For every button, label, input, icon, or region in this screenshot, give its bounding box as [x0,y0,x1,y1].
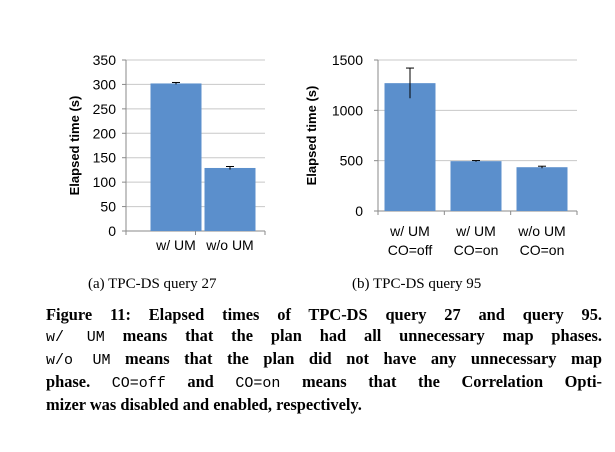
caption-code: w/o UM [46,352,111,369]
x-category-label: w/o UM [205,237,253,253]
y-axis-title: Elapsed time (s) [67,96,82,196]
figure-caption: Figure 11: Elapsed times of TPC-DS query… [46,304,602,415]
caption-code: CO=off [111,375,166,392]
y-tick-label: 200 [93,125,117,141]
x-category-label: w/o UM [517,223,565,239]
y-tick-label: 500 [340,153,364,169]
y-tick-label: 1000 [332,102,363,118]
subcaption-a: (a) TPC-DS query 27 [88,276,217,292]
caption-text: and [165,372,236,391]
caption-line: w/ UM means that the plan had all unnece… [46,325,602,348]
caption-line: w/o UM means that the plan did not have … [46,348,602,371]
y-tick-label: 150 [93,150,117,166]
x-category-label: w/ UM [455,223,496,239]
caption-line: phase. CO=off and CO=on means that the C… [46,371,602,394]
caption-text: phase. [46,372,112,391]
subcaption-b: (b) TPC-DS query 95 [352,276,482,292]
x-category-label: CO=off [388,242,433,258]
y-tick-label: 0 [355,203,363,219]
y-tick-label: 50 [100,199,116,215]
y-axis-title: Elapsed time (s) [304,86,319,186]
bar [516,167,568,211]
x-category-label: CO=on [520,242,565,258]
x-category-label: w/ UM [155,237,196,253]
x-category-label: CO=on [454,242,499,258]
y-tick-label: 0 [108,223,116,239]
bar [204,167,256,231]
caption-text: means that the plan had all unnecessary … [104,326,602,345]
caption-code: CO=on [235,375,281,392]
y-tick-label: 250 [93,101,117,117]
bar [384,83,436,211]
y-tick-label: 350 [93,52,117,68]
caption-text: mizer was disabled and enabled, respecti… [46,395,362,414]
caption-line: Figure 11: Elapsed times of TPC-DS query… [46,304,602,325]
caption-code: w/ UM [46,329,105,346]
y-tick-label: 1500 [332,52,363,68]
y-tick-label: 300 [93,76,117,92]
bar [150,83,202,231]
chart-query-95: 0 500 1000 1500 w/ UM CO=off w/ UM CO=on w/o UM C… [304,52,578,258]
chart-query-27: 0 50 100 150 200 250 300 350 w/ UM w/o UM Elapsed … [67,52,266,253]
caption-text: means that the Correlation Opti- [280,372,602,391]
x-category-label: w/ UM [389,223,430,239]
caption-text: means that the plan did not have any unn… [110,349,602,368]
bar [450,161,502,211]
y-tick-label: 100 [93,174,117,190]
caption-line: mizer was disabled and enabled, respecti… [46,394,602,415]
caption-text: Figure 11: Elapsed times of TPC-DS query… [46,305,602,324]
